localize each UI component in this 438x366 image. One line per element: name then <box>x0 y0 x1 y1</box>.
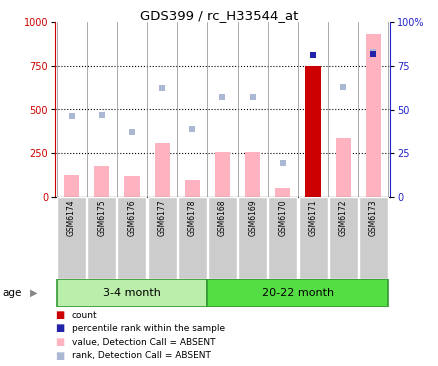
Text: GSM6171: GSM6171 <box>308 199 317 236</box>
Bar <box>147 197 176 279</box>
Bar <box>64 175 79 197</box>
Text: ■: ■ <box>55 324 64 333</box>
Text: 20-22 month: 20-22 month <box>261 288 333 298</box>
Bar <box>208 197 237 279</box>
Bar <box>335 138 350 197</box>
Bar <box>215 152 230 197</box>
Text: rank, Detection Call = ABSENT: rank, Detection Call = ABSENT <box>71 351 210 360</box>
Text: GSM6169: GSM6169 <box>247 199 257 236</box>
Bar <box>365 34 380 197</box>
Bar <box>298 197 327 279</box>
Bar <box>238 197 267 279</box>
Text: age: age <box>2 288 21 298</box>
Text: 3-4 month: 3-4 month <box>103 288 161 298</box>
Bar <box>358 197 387 279</box>
Bar <box>268 197 297 279</box>
Bar <box>57 197 86 279</box>
Text: GSM6172: GSM6172 <box>338 199 347 236</box>
Text: GSM6178: GSM6178 <box>187 199 196 236</box>
Bar <box>117 197 146 279</box>
Text: ▶: ▶ <box>30 288 37 298</box>
Bar <box>124 176 139 197</box>
Bar <box>154 143 170 197</box>
Text: GSM6176: GSM6176 <box>127 199 136 236</box>
Text: count: count <box>71 310 97 320</box>
Bar <box>94 167 109 197</box>
Text: GSM6168: GSM6168 <box>218 199 226 236</box>
Bar <box>177 197 206 279</box>
Text: ■: ■ <box>55 310 64 320</box>
Text: GSM6174: GSM6174 <box>67 199 76 236</box>
Text: value, Detection Call = ABSENT: value, Detection Call = ABSENT <box>71 337 215 347</box>
Bar <box>328 197 357 279</box>
Bar <box>305 66 320 197</box>
Text: GSM6173: GSM6173 <box>368 199 377 236</box>
Bar <box>87 197 116 279</box>
Bar <box>184 179 199 197</box>
Bar <box>57 279 207 307</box>
Text: percentile rank within the sample: percentile rank within the sample <box>71 324 224 333</box>
Bar <box>244 152 260 197</box>
Text: ■: ■ <box>55 351 64 361</box>
Text: GSM6175: GSM6175 <box>97 199 106 236</box>
Bar <box>275 188 290 197</box>
Text: GSM6177: GSM6177 <box>157 199 166 236</box>
Bar <box>207 279 388 307</box>
Text: GSM6170: GSM6170 <box>278 199 287 236</box>
Text: ■: ■ <box>55 337 64 347</box>
Text: GDS399 / rc_H33544_at: GDS399 / rc_H33544_at <box>140 9 298 22</box>
